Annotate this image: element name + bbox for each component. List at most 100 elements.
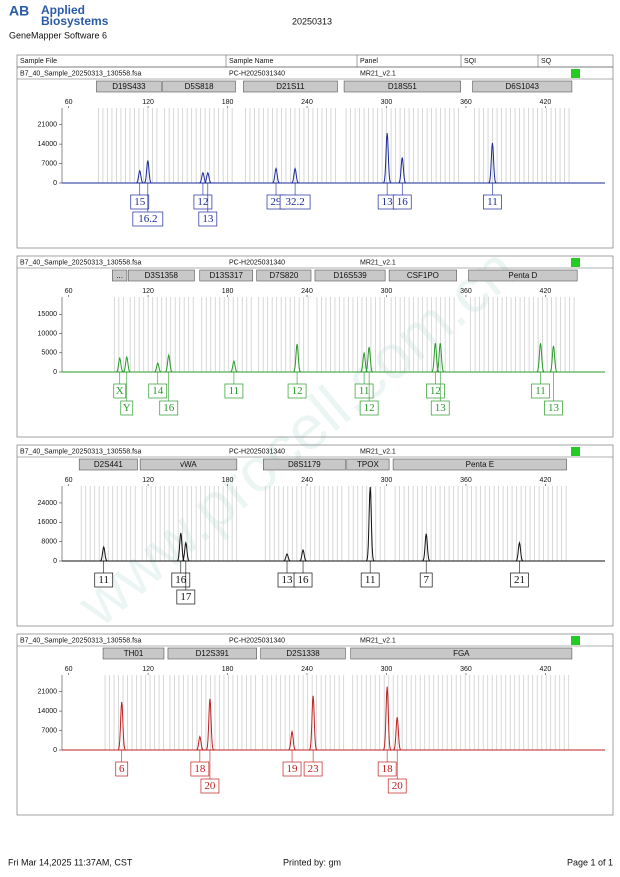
peak xyxy=(382,132,393,184)
x-tick-label: 120 xyxy=(142,477,154,484)
allele-label: 29 xyxy=(271,196,283,208)
y-tick-label: 21000 xyxy=(38,122,58,129)
allele-label-box xyxy=(176,589,196,605)
column-header: Panel xyxy=(360,58,378,65)
sq-flag xyxy=(571,636,580,645)
allele-label-box xyxy=(132,211,164,227)
allele-label: 13 xyxy=(435,402,447,414)
marker-name: TH01 xyxy=(124,649,144,658)
logo-mark: AB xyxy=(9,3,29,19)
sample-file: B7_40_Sample_20250313_130558.fsa xyxy=(20,448,142,455)
sq-flag xyxy=(571,447,580,456)
y-tick-label: 0 xyxy=(53,180,57,187)
peak xyxy=(204,698,215,751)
allele-label: 16 xyxy=(163,402,175,414)
marker-name: D3S1358 xyxy=(145,271,179,280)
peak xyxy=(487,142,498,184)
allele-label-box xyxy=(419,572,433,588)
peak xyxy=(290,167,301,184)
y-tick-label: 0 xyxy=(53,369,57,376)
footer-page: Page 1 of 1 xyxy=(567,857,613,867)
marker-box xyxy=(343,80,461,93)
allele-label: 6 xyxy=(119,763,125,775)
peak xyxy=(121,355,132,373)
sample-name: PC-H2025031340 xyxy=(229,637,285,644)
allele-label: 20 xyxy=(392,780,404,792)
marker-box xyxy=(112,269,128,282)
marker-box xyxy=(243,80,338,93)
peak xyxy=(175,532,186,562)
column-header: Sample Name xyxy=(229,58,273,65)
allele-label: 12 xyxy=(430,385,441,397)
software-name: GeneMapper Software 6 xyxy=(9,30,107,40)
x-tick-label: 300 xyxy=(381,288,393,295)
x-tick-label: 120 xyxy=(142,99,154,106)
x-tick-label: 240 xyxy=(301,477,313,484)
peak xyxy=(430,343,441,373)
marker-name: D5S818 xyxy=(185,82,214,91)
allele-label: X xyxy=(116,385,124,397)
allele-label: 14 xyxy=(152,385,164,397)
marker-box xyxy=(162,80,236,93)
x-tick-label: 180 xyxy=(222,288,234,295)
peak xyxy=(163,353,174,373)
allele-label: 20 xyxy=(204,780,216,792)
footer-printed-by: Printed by: gm xyxy=(283,857,341,867)
x-tick-label: 240 xyxy=(301,99,313,106)
allele-label: 17 xyxy=(180,591,192,603)
x-tick-label: 120 xyxy=(142,288,154,295)
allele-label: 18 xyxy=(382,763,394,775)
peak xyxy=(194,735,205,751)
marker-box xyxy=(314,269,386,282)
peak xyxy=(514,540,525,562)
marker-box xyxy=(468,269,578,282)
allele-label-box xyxy=(359,400,379,416)
allele-label-box xyxy=(148,383,168,399)
allele-label-box xyxy=(387,778,407,794)
peak xyxy=(298,548,309,562)
x-tick-label: 300 xyxy=(381,99,393,106)
allele-label: 11 xyxy=(229,385,240,397)
y-tick-label: 24000 xyxy=(38,500,58,507)
allele-label: 16 xyxy=(298,574,310,586)
marker-name: vWA xyxy=(180,460,197,469)
panel-name: MR21_v2.1 xyxy=(360,637,396,644)
allele-label-box xyxy=(115,761,129,777)
allele-label-box xyxy=(224,383,244,399)
allele-label: 13 xyxy=(202,213,214,225)
marker-box xyxy=(96,80,162,93)
marker-box xyxy=(78,458,138,471)
allele-label-box xyxy=(200,778,220,794)
column-header: SQ xyxy=(541,58,552,65)
marker-name: D2S441 xyxy=(94,460,123,469)
allele-label: 18 xyxy=(194,763,206,775)
x-tick-label: 240 xyxy=(301,288,313,295)
allele-label-box xyxy=(171,572,191,588)
allele-label: 13 xyxy=(282,574,294,586)
allele-label: 11 xyxy=(535,385,546,397)
column-header: Sample File xyxy=(20,58,57,65)
marker-name: D21S11 xyxy=(276,82,305,91)
marker-box xyxy=(102,647,165,660)
x-tick-label: 180 xyxy=(222,666,234,673)
x-tick-label: 120 xyxy=(142,666,154,673)
allele-label-box xyxy=(190,761,210,777)
x-tick-label: 60 xyxy=(65,288,73,295)
y-tick-label: 0 xyxy=(53,558,57,565)
allele-label-box xyxy=(430,400,450,416)
x-tick-label: 360 xyxy=(460,666,472,673)
x-tick-label: 360 xyxy=(460,477,472,484)
y-tick-label: 5000 xyxy=(41,350,57,357)
brand-line: Biosystems xyxy=(41,14,109,28)
allele-label-box xyxy=(282,761,302,777)
sq-flag xyxy=(571,258,580,267)
peak xyxy=(535,343,546,373)
y-tick-label: 0 xyxy=(53,747,57,754)
allele-label: 11 xyxy=(487,196,498,208)
marker-box xyxy=(167,647,257,660)
brand-line: Applied xyxy=(41,3,85,17)
peak xyxy=(292,343,303,373)
marker-name: D2S1338 xyxy=(286,649,320,658)
panel-box xyxy=(16,444,614,627)
